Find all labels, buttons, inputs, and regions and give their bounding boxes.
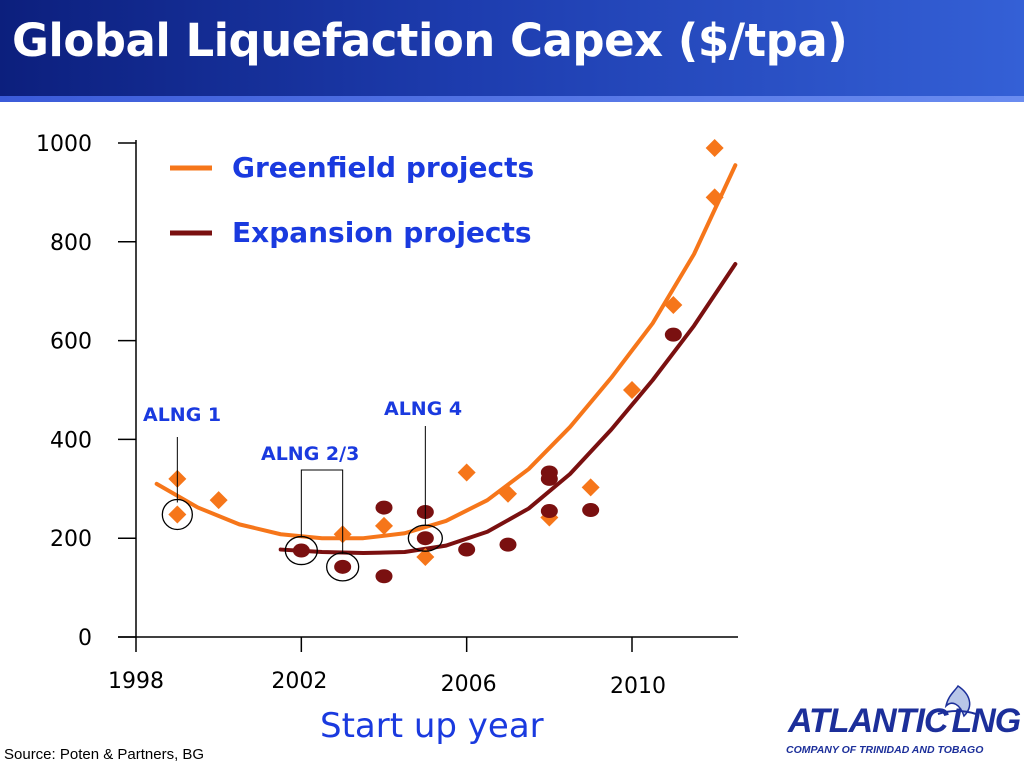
y-tick-label: 600 [50,330,92,355]
annotation-alng-1-circle [161,498,193,531]
x-tick-label: 1998 [108,669,164,694]
greenfield-point [623,381,641,399]
greenfield-point [499,484,517,503]
greenfield-point [664,296,683,315]
greenfield-trend-line [154,163,738,541]
expansion-point [334,559,352,574]
legend-expansion-label: Expansion projects [232,216,532,249]
expansion-point [375,500,393,515]
annotation-alng-1: ALNG 1 [143,404,221,426]
expansion-point [540,471,558,486]
legend-greenfield-label: Greenfield projects [232,151,534,184]
annotation-alng-2-3: ALNG 2/3 [261,443,359,465]
y-tick-label: 400 [50,428,92,453]
source-note: Source: Poten & Partners, BG [4,746,205,763]
greenfield-point [168,505,187,524]
title-bar: Global Liquefaction Capex ($/tpa) [0,0,1024,102]
logo-tagline: COMPANY OF TRINIDAD AND TOBAGO [786,744,984,756]
expansion-point [540,504,558,519]
x-tick-label: 2006 [441,672,497,697]
greenfield-point [581,478,600,497]
greenfield-point [416,547,435,566]
greenfield-point [209,491,228,510]
annotation-alng-3-circle [326,552,360,582]
y-tick-label: 1000 [36,132,92,157]
x-axis-label: Start up year [320,706,544,746]
annotation-alng-4-circle [407,524,443,552]
x-tick-label: 2010 [610,674,666,699]
annotation-alng-4: ALNG 4 [384,398,462,420]
atlantic-lng-logo: ATLANTIC LNG COMPANY OF TRINIDAD AND TOBA… [780,684,1021,764]
expansion-point [582,503,600,518]
expansion-point [458,542,476,557]
x-tick-label: 2002 [271,669,327,694]
logo-wordmark: ATLANTIC LNG [788,702,1021,740]
page-title: Global Liquefaction Capex ($/tpa) [12,14,848,67]
expansion-point [499,537,517,552]
expansion-point [292,543,310,558]
greenfield-point [457,463,476,482]
expansion-point [416,531,434,546]
greenfield-point [705,138,724,157]
expansion-point [375,569,393,584]
expansion-point [664,327,682,342]
y-tick-label: 200 [50,527,92,552]
greenfield-point [705,188,724,207]
flame-icon [937,684,977,718]
greenfield-point [375,516,393,535]
expansion-trend-line [278,262,738,556]
y-tick-label: 800 [50,231,92,256]
annotation-alng-2-3-bracket [300,469,344,554]
annotation-alng-2-circle [284,535,318,566]
y-tick-label: 0 [78,626,92,651]
